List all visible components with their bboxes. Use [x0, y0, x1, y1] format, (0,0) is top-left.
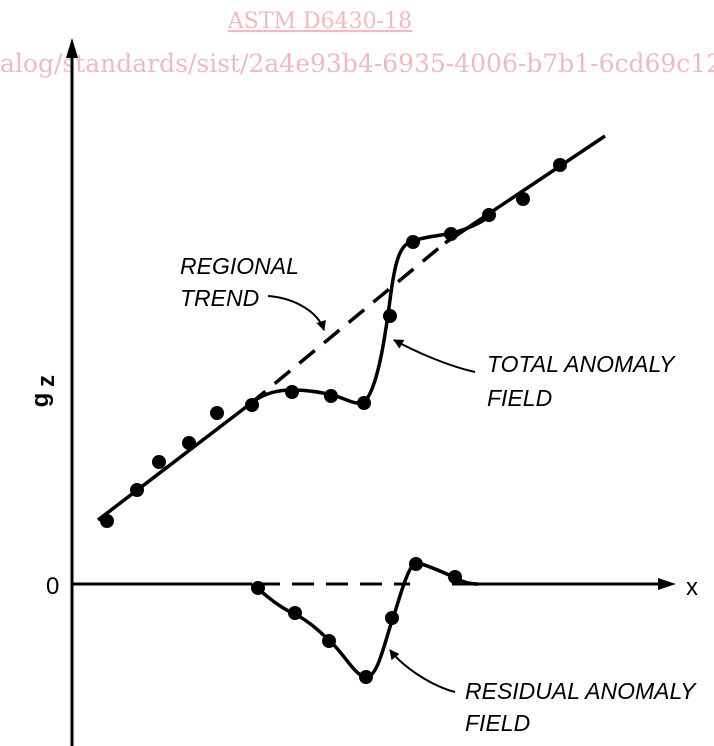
data-point — [324, 389, 338, 403]
data-point — [130, 483, 144, 497]
total-field-points — [100, 158, 567, 528]
residual-field-points — [251, 557, 462, 684]
regional-trend-label-line2: TREND — [180, 285, 259, 311]
data-point — [516, 192, 530, 206]
data-point — [251, 581, 265, 595]
watermark-url: alog/standards/sist/2a4e93b4-6935-4006-b… — [0, 49, 714, 78]
data-point — [245, 398, 259, 412]
svg-text:z: z — [33, 375, 60, 387]
y-axis-label: g z — [27, 375, 60, 407]
data-point — [182, 436, 196, 450]
data-point — [409, 557, 423, 571]
total-anomaly-label-line1: TOTAL ANOMALY — [487, 351, 676, 377]
data-point — [322, 634, 336, 648]
data-point — [100, 514, 114, 528]
data-point — [288, 606, 302, 620]
residual-anomaly-curve — [250, 560, 479, 679]
total-anomaly-label-line2: FIELD — [487, 385, 552, 411]
data-point — [359, 670, 373, 684]
data-point — [482, 208, 496, 222]
data-point — [444, 227, 458, 241]
data-point — [383, 309, 397, 323]
regional-trend-leader — [267, 295, 326, 331]
svg-text:g: g — [27, 393, 54, 408]
residual-anomaly-label-line2: FIELD — [465, 710, 530, 736]
data-point — [210, 406, 224, 420]
x-axis-label: x — [686, 574, 698, 601]
regional-trend-dashed — [248, 241, 447, 406]
data-point — [357, 396, 371, 410]
data-point — [152, 455, 166, 469]
data-point — [285, 385, 299, 399]
data-point — [448, 570, 462, 584]
regional-trend-label-line1: REGIONAL — [180, 253, 299, 279]
zero-label: 0 — [46, 573, 59, 600]
data-point — [406, 235, 420, 249]
data-point — [553, 158, 567, 172]
data-point — [385, 611, 399, 625]
watermark-title: ASTM D6430-18 — [227, 9, 412, 34]
residual-anomaly-label-line1: RESIDUAL ANOMALY — [465, 678, 697, 704]
residual-anomaly-leader — [389, 649, 456, 693]
regional-trend-solid-lower — [96, 402, 252, 522]
x-axis-arrowhead — [658, 578, 676, 590]
total-anomaly-leader — [393, 339, 476, 373]
y-axis-arrowhead — [66, 38, 78, 58]
